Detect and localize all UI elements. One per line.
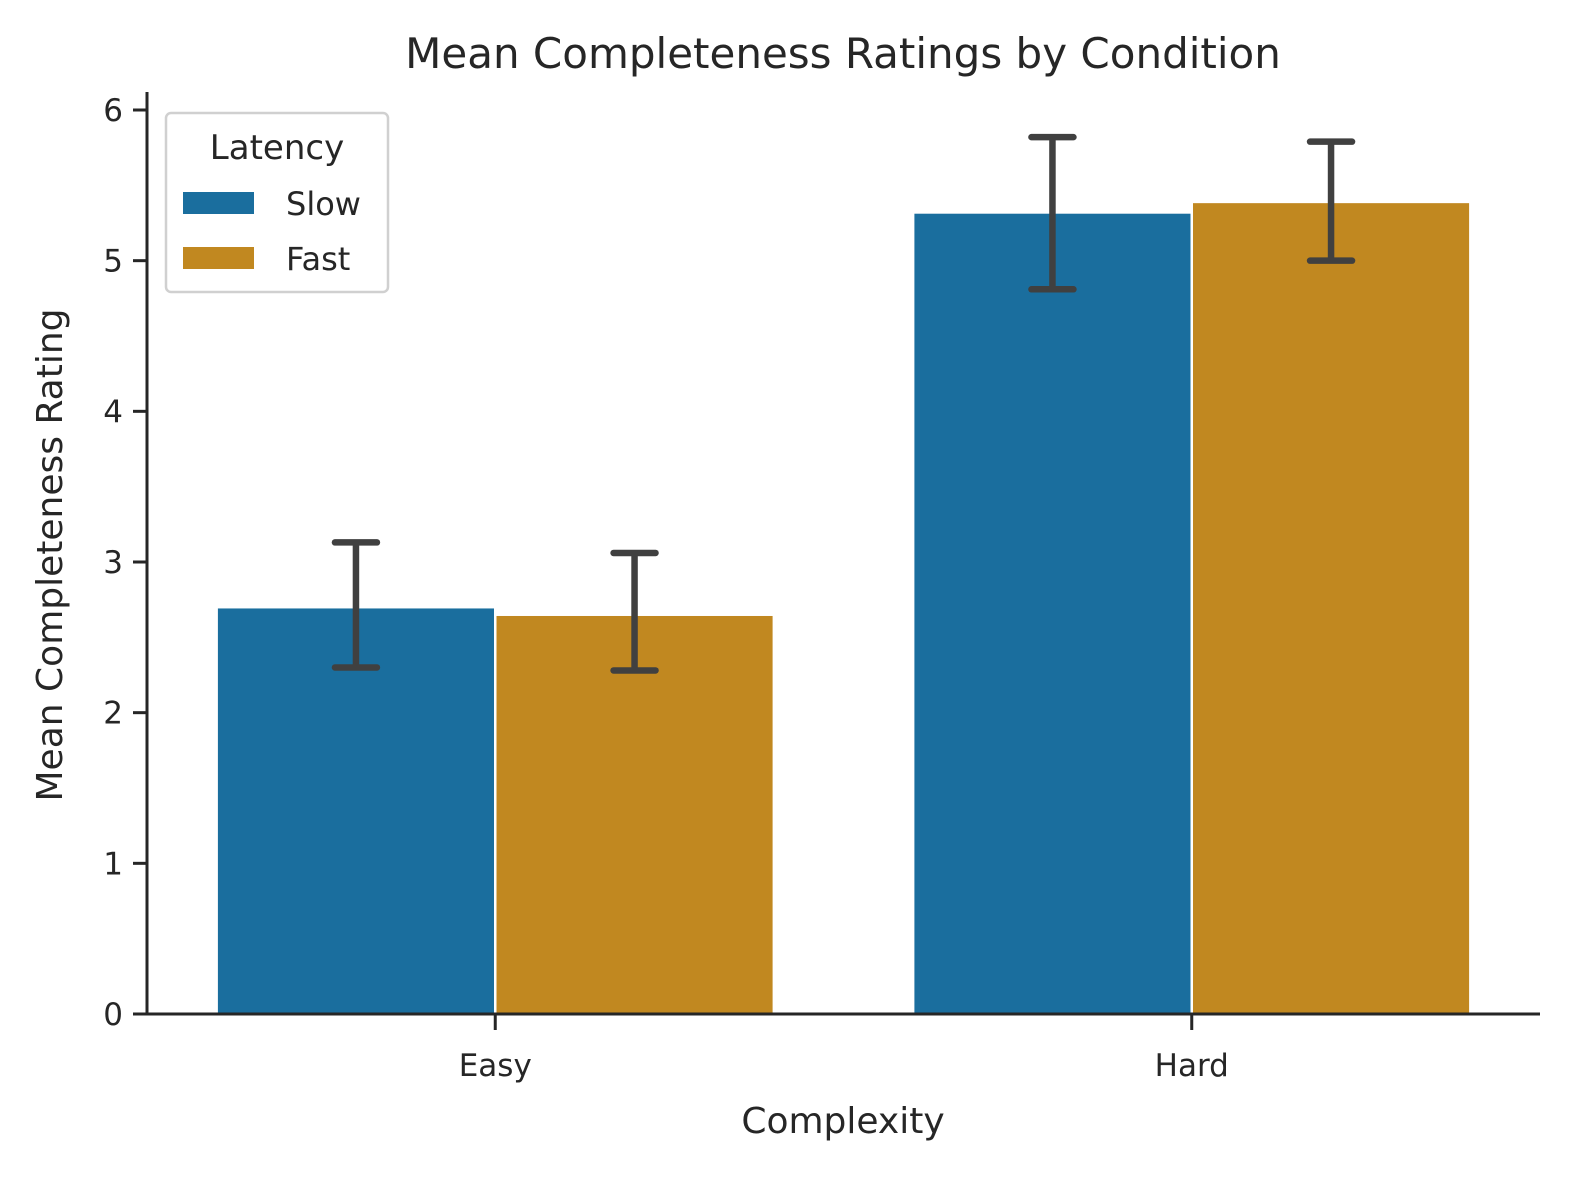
y-tick-label: 6 (103, 93, 123, 129)
y-tick-label: 5 (103, 244, 123, 280)
legend-label-slow: Slow (286, 185, 361, 223)
legend: Latency Slow Fast (164, 111, 390, 294)
chart-title: Mean Completeness Ratings by Condition (405, 29, 1281, 78)
legend-swatch-fast (183, 247, 254, 269)
error-bars-group (331, 133, 1356, 674)
x-axis-label: Complexity (741, 1101, 944, 1142)
y-tick-label: 2 (103, 696, 123, 732)
y-tick-label: 3 (103, 545, 123, 581)
x-tick-label: Easy (459, 1048, 532, 1084)
legend-label-fast: Fast (286, 240, 350, 278)
axes-group: 0 1 2 3 4 5 6 Easy Hard (103, 92, 1540, 1084)
bars-group (215, 200, 1472, 1016)
legend-title: Latency (210, 128, 344, 168)
y-tick-label: 4 (103, 394, 123, 430)
bar-fast-hard (1190, 200, 1472, 1016)
y-tick-label: 1 (103, 846, 123, 882)
y-tick-label: 0 (103, 997, 123, 1033)
bar-slow-easy (215, 605, 497, 1016)
x-tick-label: Hard (1155, 1048, 1229, 1084)
bar-slow-hard (911, 211, 1194, 1016)
bar-fast-easy (494, 613, 776, 1016)
legend-swatch-slow (183, 192, 254, 214)
y-axis-label: Mean Completeness Rating (30, 308, 71, 801)
